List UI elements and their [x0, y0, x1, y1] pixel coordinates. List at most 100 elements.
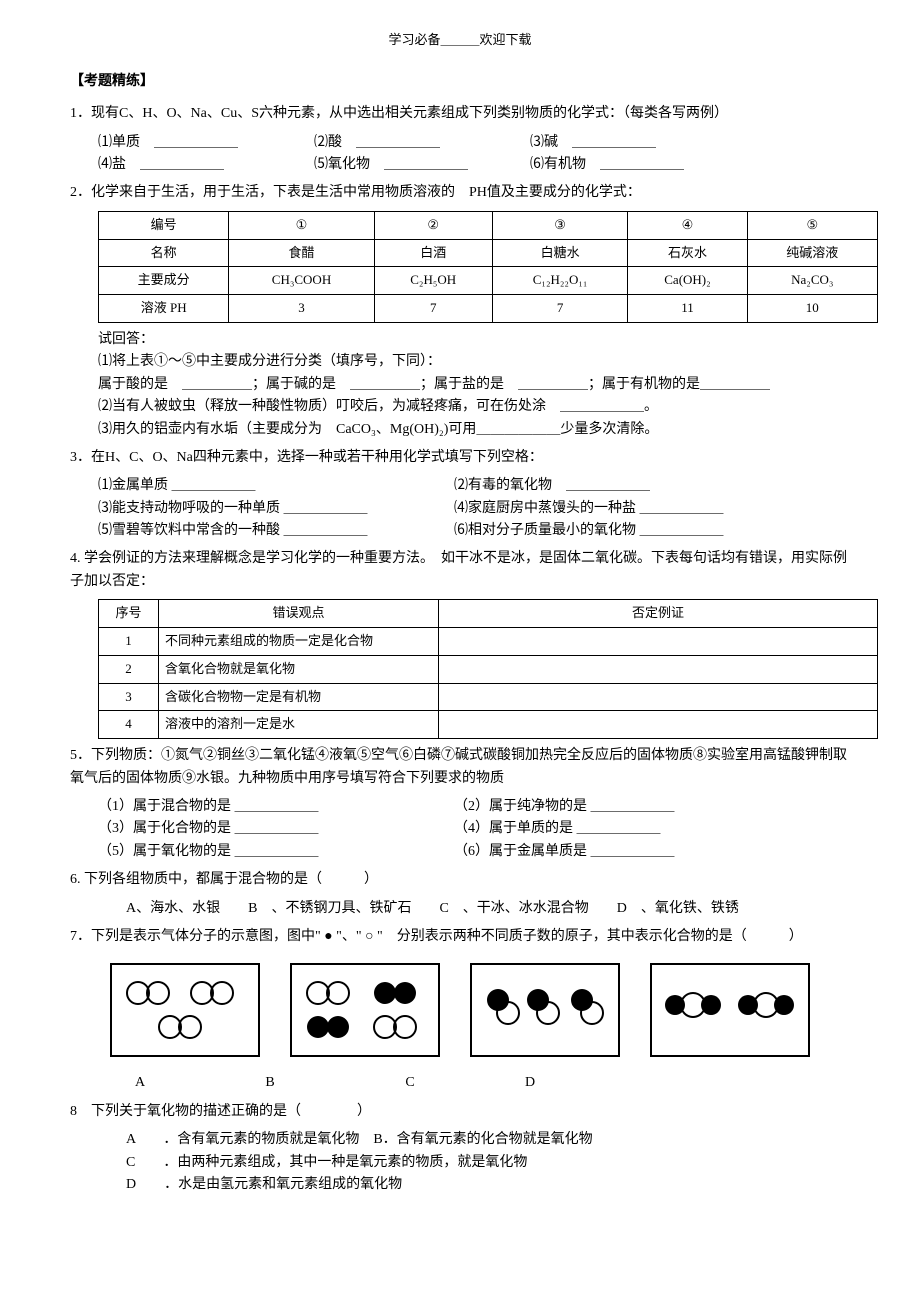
q5-item: （6）属于金属单质是 ＿＿＿＿＿＿	[454, 841, 675, 863]
table-row: 名称 食醋 白酒 白糖水 石灰水 纯碱溶液	[99, 239, 878, 267]
q8-opt-c: C ．由两种元素组成，其中一种是氧元素的物质，就是氧化物	[126, 1152, 850, 1174]
cell: 溶液 PH	[99, 295, 229, 323]
cell: 3	[229, 295, 374, 323]
q1-items: ⑴单质 ＿＿＿＿＿＿ ⑵酸 ＿＿＿＿＿＿ ⑶碱 ＿＿＿＿＿＿	[98, 132, 850, 154]
q1-item: ⑶碱 ＿＿＿＿＿＿	[530, 132, 730, 154]
q1-item: ⑹有机物 ＿＿＿＿＿＿	[530, 154, 730, 176]
q3-item: ⑵有毒的氧化物 ＿＿＿＿＿＿	[454, 475, 650, 497]
table-row: 3 含碳化合物物一定是有机物	[99, 683, 878, 711]
cell: C₂H₅OH	[374, 267, 492, 295]
table-row: 序号 错误观点 否定例证	[99, 600, 878, 628]
molecule-icon	[300, 975, 430, 1045]
cell: 3	[99, 683, 159, 711]
q4-stem: 4. 学会例证的方法来理解概念是学习化学的一种重要方法。 如干冰不是冰，是固体二…	[70, 548, 850, 593]
cell: 1	[99, 628, 159, 656]
table-row: 1 不同种元素组成的物质一定是化合物	[99, 628, 878, 656]
cell	[439, 683, 878, 711]
q1-item: ⑵酸 ＿＿＿＿＿＿	[314, 132, 514, 154]
table-row: 2 含氧化合物就是氧化物	[99, 655, 878, 683]
q8-opt-d: D ．水是由氢元素和氧元素组成的氧化物	[126, 1174, 850, 1196]
q1-item: ⑴单质 ＿＿＿＿＿＿	[98, 132, 298, 154]
cell: 白糖水	[492, 239, 628, 267]
cell: 含碳化合物物一定是有机物	[159, 683, 439, 711]
cell: 白酒	[374, 239, 492, 267]
diagram-a	[110, 963, 260, 1057]
q2-stem: 2．化学来自于生活，用于生活，下表是生活中常用物质溶液的 PH值及主要成分的化学…	[70, 182, 850, 204]
q3-row: ⑸雪碧等饮料中常含的一种酸 ＿＿＿＿＿＿ ⑹相对分子质量最小的氧化物 ＿＿＿＿＿…	[98, 520, 850, 542]
q1-stem: 1．现有C、H、O、Na、Cu、S六种元素，从中选出相关元素组成下列类别物质的化…	[70, 103, 850, 125]
q3-item: ⑶能支持动物呼吸的一种单质 ＿＿＿＿＿＿	[98, 498, 438, 520]
q2-sub2: ⑵当有人被蚊虫（释放一种酸性物质）叮咬后，为减轻疼痛，可在伤处涂 ＿＿＿＿＿＿。	[98, 396, 850, 418]
molecule-icon	[120, 975, 250, 1045]
q8-opt-a: A ．含有氧元素的物质就是氧化物 B．含有氧元素的化合物就是氧化物	[126, 1129, 850, 1151]
cell: 含氧化合物就是氧化物	[159, 655, 439, 683]
cell: ①	[229, 211, 374, 239]
q3-row: ⑶能支持动物呼吸的一种单质 ＿＿＿＿＿＿ ⑷家庭厨房中蒸馒头的一种盐 ＿＿＿＿＿…	[98, 498, 850, 520]
q3-item: ⑷家庭厨房中蒸馒头的一种盐 ＿＿＿＿＿＿	[454, 498, 724, 520]
q1-items: ⑷盐 ＿＿＿＿＿＿ ⑸氧化物 ＿＿＿＿＿＿ ⑹有机物 ＿＿＿＿＿＿	[98, 154, 850, 176]
table-row: 溶液 PH 3 7 7 11 10	[99, 295, 878, 323]
cell: 纯碱溶液	[747, 239, 877, 267]
page-header: 学习必备＿＿＿欢迎下载	[70, 30, 850, 51]
cell: C₁₂H₂₂O₁₁	[492, 267, 628, 295]
q3-item: ⑹相对分子质量最小的氧化物 ＿＿＿＿＿＿	[454, 520, 724, 542]
diagram-b	[290, 963, 440, 1057]
cell: 名称	[99, 239, 229, 267]
cell: 溶液中的溶剂一定是水	[159, 711, 439, 739]
q7-labels: A B C D	[70, 1072, 850, 1094]
section-title: 【考题精练】	[70, 71, 850, 93]
cell: CH₃COOH	[229, 267, 374, 295]
cell: 序号	[99, 600, 159, 628]
cell: Na₂CO₃	[747, 267, 877, 295]
q5-item: （4）属于单质的是 ＿＿＿＿＿＿	[454, 818, 661, 840]
q2-sub3: ⑶用久的铝壶内有水垢（主要成分为 CaCO₃、Mg(OH)₂)可用＿＿＿＿＿＿少…	[98, 419, 850, 441]
cell: 10	[747, 295, 877, 323]
q7-stem: 7．下列是表示气体分子的示意图，图中" ● "、" ○ " 分别表示两种不同质子…	[70, 926, 850, 948]
cell: 不同种元素组成的物质一定是化合物	[159, 628, 439, 656]
cell: 否定例证	[439, 600, 878, 628]
molecule-icon	[660, 985, 800, 1025]
cell	[439, 655, 878, 683]
cell: ③	[492, 211, 628, 239]
q8-stem: 8 下列关于氧化物的描述正确的是（ ）	[70, 1101, 850, 1123]
q1-item: ⑸氧化物 ＿＿＿＿＿＿	[314, 154, 514, 176]
q5-item: （2）属于纯净物的是 ＿＿＿＿＿＿	[454, 796, 675, 818]
label-c: C	[380, 1072, 440, 1094]
q5-row: （1）属于混合物的是 ＿＿＿＿＿＿ （2）属于纯净物的是 ＿＿＿＿＿＿	[98, 796, 850, 818]
q4-table: 序号 错误观点 否定例证 1 不同种元素组成的物质一定是化合物 2 含氧化合物就…	[98, 599, 878, 739]
cell	[439, 628, 878, 656]
q1-item: ⑷盐 ＿＿＿＿＿＿	[98, 154, 298, 176]
cell: 2	[99, 655, 159, 683]
q3-row: ⑴金属单质 ＿＿＿＿＿＿ ⑵有毒的氧化物 ＿＿＿＿＿＿	[98, 475, 850, 497]
cell: 错误观点	[159, 600, 439, 628]
table-row: 4 溶液中的溶剂一定是水	[99, 711, 878, 739]
q3-item: ⑴金属单质 ＿＿＿＿＿＿	[98, 475, 438, 497]
q2-sub1-text: 属于酸的是 ＿＿＿＿＿；属于碱的是 ＿＿＿＿＿；属于盐的是 ＿＿＿＿＿；属于有机…	[98, 374, 850, 396]
diagram-c	[470, 963, 620, 1057]
diagram-d	[650, 963, 810, 1057]
cell: 编号	[99, 211, 229, 239]
molecule-icon	[480, 985, 610, 1025]
q5-row: （5）属于氧化物的是 ＿＿＿＿＿＿ （6）属于金属单质是 ＿＿＿＿＿＿	[98, 841, 850, 863]
label-b: B	[230, 1072, 310, 1094]
table-row: 编号 ① ② ③ ④ ⑤	[99, 211, 878, 239]
cell: 7	[492, 295, 628, 323]
q2-sub1: ⑴将上表①～⑤中主要成分进行分类（填序号，下同）：	[98, 351, 850, 373]
cell: ⑤	[747, 211, 877, 239]
cell: Ca(OH)₂	[628, 267, 747, 295]
cell	[439, 711, 878, 739]
q3-item: ⑸雪碧等饮料中常含的一种酸 ＿＿＿＿＿＿	[98, 520, 438, 542]
q5-item: （1）属于混合物的是 ＿＿＿＿＿＿	[98, 796, 438, 818]
cell: 主要成分	[99, 267, 229, 295]
cell: 11	[628, 295, 747, 323]
q5-item: （3）属于化合物的是 ＿＿＿＿＿＿	[98, 818, 438, 840]
q2-table: 编号 ① ② ③ ④ ⑤ 名称 食醋 白酒 白糖水 石灰水 纯碱溶液 主要成分 …	[98, 211, 878, 323]
q5-item: （5）属于氧化物的是 ＿＿＿＿＿＿	[98, 841, 438, 863]
q3-stem: 3．在H、C、O、Na四种元素中，选择一种或若干种用化学式填写下列空格：	[70, 447, 850, 469]
cell: 4	[99, 711, 159, 739]
q5-row: （3）属于化合物的是 ＿＿＿＿＿＿ （4）属于单质的是 ＿＿＿＿＿＿	[98, 818, 850, 840]
table-row: 主要成分 CH₃COOH C₂H₅OH C₁₂H₂₂O₁₁ Ca(OH)₂ Na…	[99, 267, 878, 295]
cell: 食醋	[229, 239, 374, 267]
cell: 7	[374, 295, 492, 323]
q7-diagrams	[70, 963, 850, 1057]
